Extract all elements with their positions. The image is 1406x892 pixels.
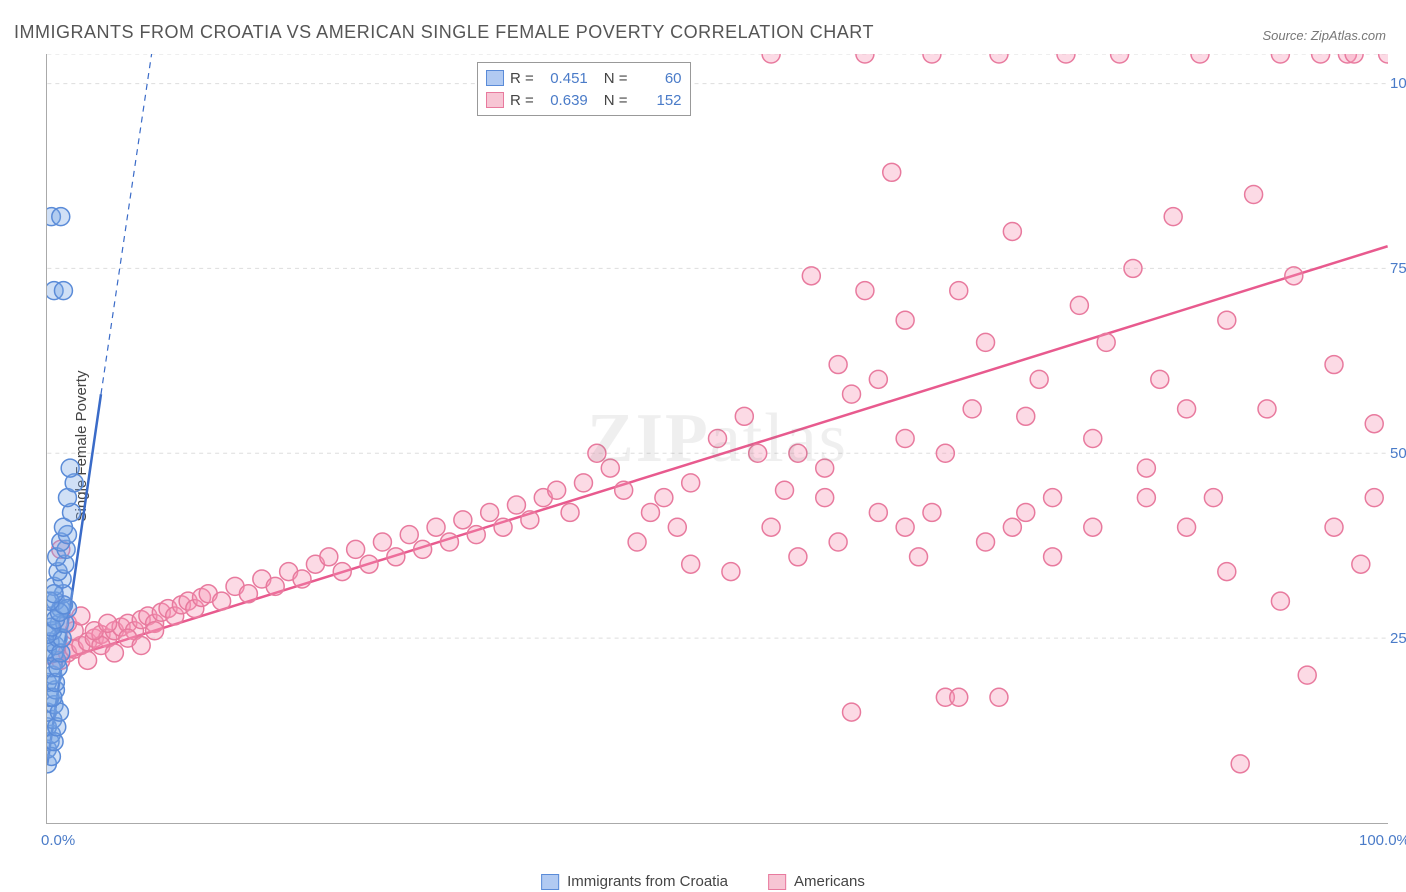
stat-n-value: 152	[634, 92, 682, 109]
stat-row-pink: R = 0.639 N = 152	[486, 89, 682, 111]
swatch-icon	[486, 70, 504, 86]
stat-n-value: 60	[634, 70, 682, 87]
stat-n-label: N =	[604, 70, 628, 87]
stat-r-value: 0.639	[540, 92, 588, 109]
chart-title: IMMIGRANTS FROM CROATIA VS AMERICAN SING…	[14, 22, 874, 43]
stat-row-blue: R = 0.451 N = 60	[486, 67, 682, 89]
legend-item-pink: Americans	[768, 873, 865, 890]
stat-r-label: R =	[510, 70, 534, 87]
scatter-plot: R = 0.451 N = 60 R = 0.639 N = 152 ZIPat…	[46, 54, 1388, 824]
stat-r-label: R =	[510, 92, 534, 109]
y-tick-label: 75.0%	[1390, 260, 1406, 277]
plot-svg	[47, 54, 1388, 823]
stats-box: R = 0.451 N = 60 R = 0.639 N = 152	[477, 62, 691, 116]
y-tick-label: 100.0%	[1390, 75, 1406, 92]
swatch-icon	[486, 92, 504, 108]
y-tick-label: 25.0%	[1390, 630, 1406, 647]
y-tick-label: 50.0%	[1390, 445, 1406, 462]
legend: Immigrants from Croatia Americans	[541, 873, 865, 890]
stat-n-label: N =	[604, 92, 628, 109]
source-credit: Source: ZipAtlas.com	[1262, 28, 1386, 43]
legend-item-blue: Immigrants from Croatia	[541, 873, 728, 890]
swatch-icon	[541, 874, 559, 890]
stat-r-value: 0.451	[540, 70, 588, 87]
legend-label: Americans	[794, 873, 865, 890]
swatch-icon	[768, 874, 786, 890]
legend-label: Immigrants from Croatia	[567, 873, 728, 890]
x-tick-label: 100.0%	[1359, 832, 1406, 849]
x-tick-label: 0.0%	[41, 832, 75, 849]
